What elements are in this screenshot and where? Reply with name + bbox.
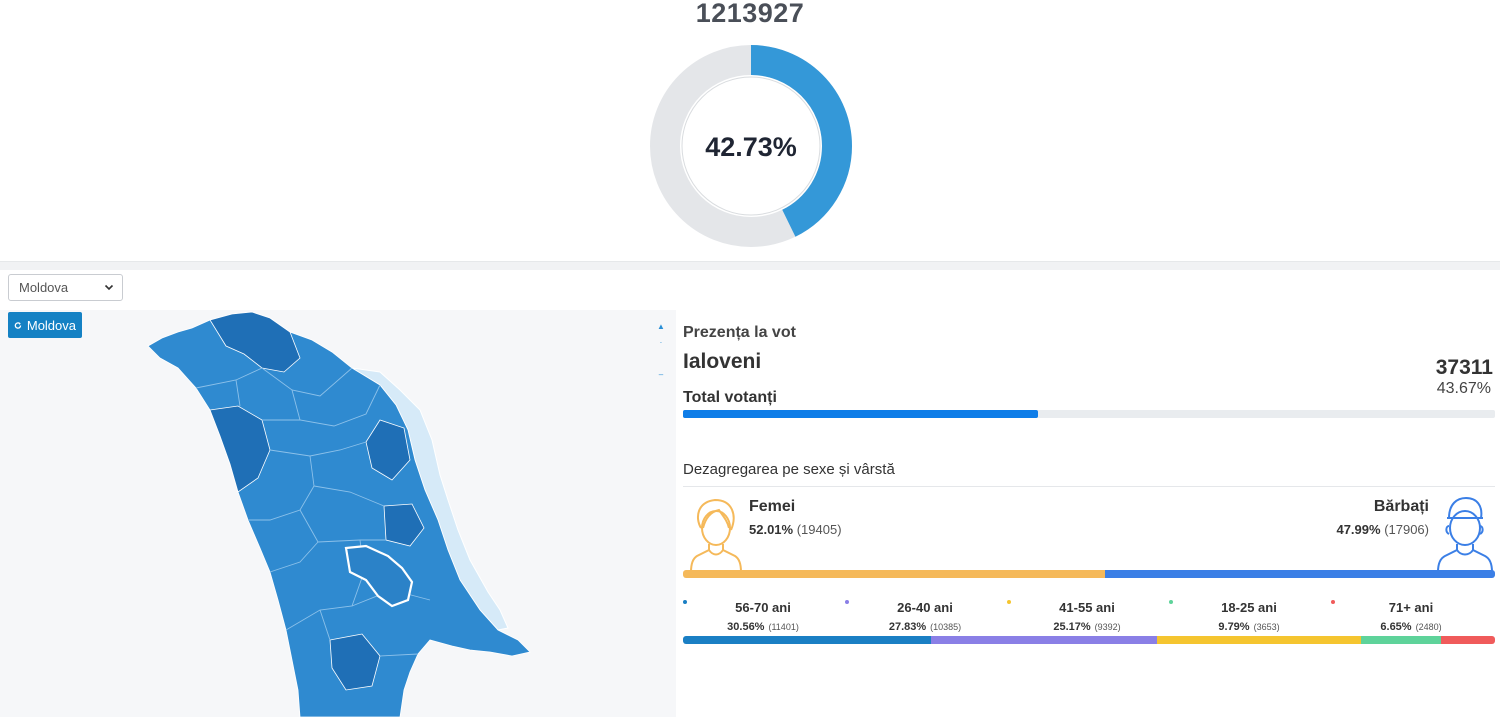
male-count: (17906): [1384, 522, 1429, 537]
region-turnout-bar-fill: [683, 410, 1038, 418]
age-group-count: (2480): [1415, 622, 1442, 632]
female-percent: 52.01%: [749, 522, 794, 537]
refresh-icon: [14, 321, 22, 329]
age-group-dot: [1007, 600, 1011, 604]
age-legend: 56-70 ani 30.56% (11401) 26-40 ani 27.83% (10…: [683, 598, 1495, 638]
national-total-voters: 1213927: [695, 0, 805, 28]
age-group-count: (3653): [1253, 622, 1280, 632]
male-stat: 47.99% (17906): [1336, 522, 1429, 537]
age-group-value: 6.65% (2480): [1331, 621, 1491, 633]
map-region-north[interactable]: [209, 311, 301, 373]
region-name: Ialoveni: [683, 350, 762, 373]
age-bar-segment: [1361, 636, 1441, 644]
age-group-label: 56-70 ani: [735, 600, 791, 615]
breakdown-heading: Dezagregarea pe sexe și vârstă: [683, 461, 895, 478]
age-group-item: 18-25 ani 9.79% (3653): [1169, 598, 1329, 633]
age-group-label: 26-40 ani: [897, 600, 953, 615]
age-group-value: 9.79% (3653): [1169, 621, 1329, 633]
age-group-percent: 9.79%: [1218, 621, 1250, 633]
male-percent: 47.99%: [1336, 522, 1381, 537]
map-zoom-controls[interactable]: ▲ · –: [655, 322, 667, 402]
age-group-dot: [845, 600, 849, 604]
age-group-percent: 6.65%: [1380, 621, 1412, 633]
zoom-step-icon[interactable]: ·: [659, 338, 663, 347]
age-group-count: (9392): [1094, 622, 1121, 632]
age-group-item: 26-40 ani 27.83% (10385): [845, 598, 1005, 633]
donut-percent-label: 42.73%: [705, 132, 797, 162]
map-district-borders: [195, 367, 431, 657]
zoom-in-icon[interactable]: ▲: [657, 322, 665, 331]
age-group-count: (11401): [768, 622, 799, 632]
male-icon: [1437, 496, 1493, 572]
breakdown-divider: [683, 486, 1495, 487]
gender-bar-female: [683, 570, 1106, 578]
map-region-south[interactable]: [329, 633, 381, 691]
region-turnout-bar: [683, 410, 1495, 418]
gender-bar-male: [1105, 570, 1495, 578]
reset-button-label: Moldova: [26, 317, 76, 333]
region-select-value: Moldova: [19, 280, 69, 295]
map-region-ialoveni-selected[interactable]: [344, 544, 414, 608]
age-group-value: 30.56% (11401): [683, 621, 843, 633]
region-select[interactable]: Moldova: [8, 274, 123, 301]
age-group-label: 71+ ani: [1388, 600, 1434, 615]
age-group-dot: [1331, 600, 1335, 604]
donut-fill-arc: [650, 45, 852, 247]
female-stat: 52.01% (19405): [749, 522, 842, 537]
section-divider: [0, 262, 1500, 270]
age-group-percent: 30.56%: [727, 621, 765, 633]
chevron-down-icon: [104, 284, 114, 291]
age-group-percent: 27.83%: [888, 621, 927, 633]
age-group-label: 18-25 ani: [1221, 600, 1277, 615]
age-group-dot: [1169, 600, 1173, 604]
age-bar: [683, 636, 1495, 644]
moldova-map[interactable]: [0, 310, 676, 717]
age-bar-segment: [1440, 636, 1495, 644]
reset-map-button[interactable]: Moldova: [8, 312, 82, 338]
female-label: Femei: [749, 498, 796, 515]
age-group-item: 56-70 ani 30.56% (11401): [683, 598, 843, 633]
age-group-item: 41-55 ani 25.17% (9392): [1007, 598, 1167, 633]
age-bar-segment: [931, 636, 1158, 644]
age-group-count: (10385): [930, 622, 962, 632]
age-group-value: 27.83% (10385): [845, 621, 1005, 633]
age-group-item: 71+ ani 6.65% (2480): [1331, 598, 1491, 633]
turnout-heading: Prezența la vot: [683, 324, 796, 341]
male-label: Bărbați: [1373, 498, 1429, 515]
age-group-value: 25.17% (9392): [1007, 621, 1167, 633]
age-group-percent: 25.17%: [1053, 621, 1091, 633]
region-turnout-percent: 43.67%: [1436, 380, 1491, 397]
donut-inner: [681, 76, 821, 216]
region-voters-count: 37311: [1435, 356, 1493, 379]
age-bar-segment: [1157, 636, 1362, 644]
age-group-label: 41-55 ani: [1059, 600, 1115, 615]
female-icon: [690, 498, 742, 572]
female-count: (19405): [796, 522, 842, 537]
map-region-west[interactable]: [209, 405, 271, 493]
national-turnout-panel: 1213927 42.73%: [0, 0, 1500, 262]
gender-bar: [683, 570, 1495, 578]
map-region-center-east[interactable]: [383, 503, 425, 547]
zoom-out-icon[interactable]: –: [658, 370, 664, 379]
national-turnout-donut: 42.73%: [650, 45, 852, 247]
zoom-spacer: [655, 354, 667, 370]
map-canvas[interactable]: [0, 310, 676, 717]
total-voters-label: Total votanți: [683, 389, 777, 406]
age-group-dot: [683, 600, 687, 604]
age-bar-segment: [683, 636, 932, 644]
